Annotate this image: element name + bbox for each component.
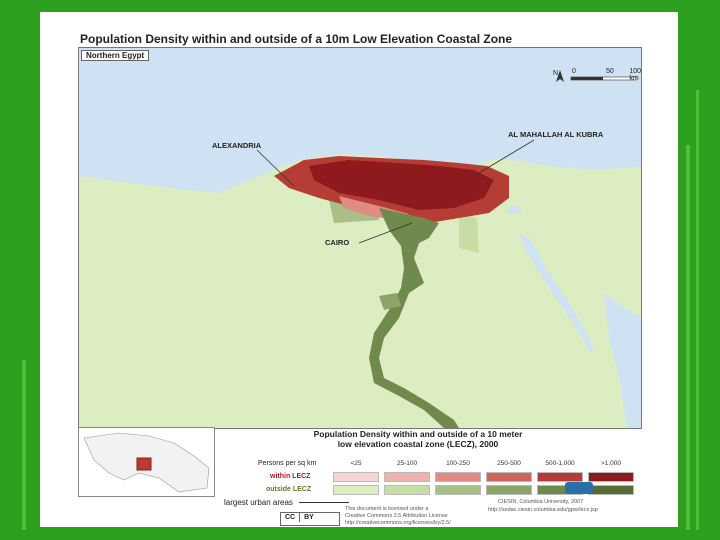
legend-category-5: >1,000 xyxy=(600,460,622,467)
locator-map-svg xyxy=(83,432,210,493)
scale-tick-50: 50 xyxy=(606,68,614,75)
urban-line-icon xyxy=(299,502,350,504)
decor-stripe-right xyxy=(686,145,690,530)
license-line2: Creative Commons 2.5 Attribution License xyxy=(345,513,448,519)
urban-areas-text: largest urban areas xyxy=(224,498,293,507)
gulf-of-suez xyxy=(519,233,594,353)
outside-lecz-label: outside LECZ xyxy=(266,486,312,493)
credit-line1: CIESIN, Columbia University, 2007 xyxy=(498,499,584,505)
credit-line2: http://sedac.ciesin.columbia.edu/gpw/lec… xyxy=(488,507,598,513)
legend-category-3: 250-500 xyxy=(497,460,521,467)
fayoum xyxy=(379,293,401,310)
within-swatch-3 xyxy=(486,472,532,482)
map-frame: Northern Egypt ALEXANDRIA AL MAHALLAH AL… xyxy=(78,47,642,429)
inset-egypt-box xyxy=(136,457,152,471)
legend: Population Density within and outside of… xyxy=(78,427,640,513)
license-line1: This document is licensed under a xyxy=(345,506,429,512)
land-area xyxy=(79,154,641,428)
cc-icon: CC xyxy=(285,514,296,521)
within-swatch-1 xyxy=(384,472,430,482)
decor-stripe-left xyxy=(22,360,26,530)
legend-category-2: 100-250 xyxy=(446,460,470,467)
ciesin-logo-icon xyxy=(565,482,593,494)
outside-swatch-5 xyxy=(588,485,634,495)
legend-category-1: 25-100 xyxy=(396,460,418,467)
within-lecz-label: within LECZ xyxy=(270,473,311,480)
legend-title-line2: low elevation coastal zone (LECZ), 2000 xyxy=(337,439,499,449)
cairo-leader xyxy=(358,222,413,244)
decor-stripe-right-2 xyxy=(696,90,699,530)
urban-areas-label: largest urban areas xyxy=(224,498,350,507)
legend-category-4: 500-1,000 xyxy=(545,460,575,467)
license-line3: http://creativecommons.org/licenses/by/2… xyxy=(345,520,451,526)
outside-swatch-0 xyxy=(333,485,379,495)
within-swatch-4 xyxy=(537,472,583,482)
scale-bar-segment xyxy=(571,77,603,80)
by-icon: BY xyxy=(299,513,318,522)
locator-inset-map xyxy=(78,427,215,497)
nile-valley xyxy=(369,208,459,428)
legend-title-line1: Population Density within and outside of… xyxy=(313,429,523,439)
outside-swatch-3 xyxy=(486,485,532,495)
cc-badge: CC BY xyxy=(280,512,340,526)
outside-swatch-1 xyxy=(384,485,430,495)
label-cairo: CAIRO xyxy=(325,238,350,247)
lake xyxy=(507,206,521,214)
north-arrow-icon xyxy=(556,70,564,82)
label-mahallah: AL MAHALLAH AL KUBRA xyxy=(508,130,604,139)
delta-core xyxy=(309,160,494,210)
within-swatch-2 xyxy=(435,472,481,482)
agri-west xyxy=(329,200,379,223)
legend-title: Population Density within and outside of… xyxy=(253,429,583,449)
map-title: Population Density within and outside of… xyxy=(80,32,513,46)
region-label: Northern Egypt xyxy=(81,50,150,61)
red-sea xyxy=(604,293,641,428)
scale-tick-100: 100 km xyxy=(629,68,641,82)
alexandria-leader xyxy=(256,149,295,187)
outside-swatch-2 xyxy=(435,485,481,495)
within-swatch-5 xyxy=(588,472,634,482)
scale-tick-0: 0 xyxy=(572,68,576,75)
within-swatch-0 xyxy=(333,472,379,482)
north-label: N xyxy=(553,70,559,77)
agri-east xyxy=(459,213,479,253)
legend-category-0: <25 xyxy=(350,460,362,467)
egypt-map xyxy=(79,70,641,428)
mahallah-leader xyxy=(473,139,535,177)
persons-label: Persons per sq km xyxy=(258,460,317,467)
slide-panel: Population Density within and outside of… xyxy=(40,12,678,527)
label-alexandria: ALEXANDRIA xyxy=(212,141,262,150)
